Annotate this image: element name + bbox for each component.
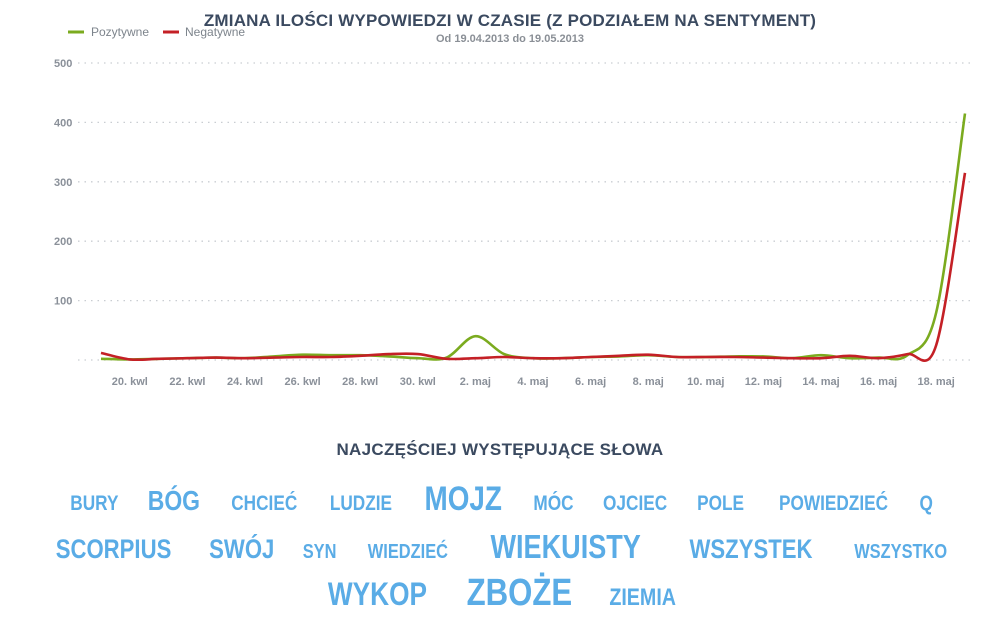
- x-tick-label: 30. kwl: [400, 376, 436, 388]
- legend[interactable]: Pozytywne Negatywne: [68, 25, 245, 39]
- x-tick-label: 18. maj: [918, 376, 955, 388]
- chart-subtitle: Od 19.04.2013 do 19.05.2013: [436, 33, 584, 45]
- x-tick-label: 4. maj: [517, 376, 548, 388]
- legend-label-pozytywne: Pozytywne: [91, 25, 149, 39]
- x-tick-label: 8. maj: [633, 376, 664, 388]
- word-item: POLE: [697, 492, 745, 515]
- y-tick-label: 300: [54, 177, 72, 189]
- chart-title: ZMIANA ILOŚCI WYPOWIEDZI W CZASIE (Z POD…: [204, 11, 816, 30]
- legend-label-negatywne: Negatywne: [185, 25, 245, 39]
- y-tick-label: 200: [54, 236, 72, 248]
- y-tick-label: 400: [54, 117, 72, 129]
- x-tick-label: 20. kwl: [112, 376, 148, 388]
- word-cloud: NAJCZĘŚCIEJ WYSTĘPUJĄCE SŁOWA BURY BÓG CHC…: [0, 430, 1000, 624]
- word-item: WIEKUISTY: [490, 528, 642, 565]
- word-cloud-title: NAJCZĘŚCIEJ WYSTĘPUJĄCE SŁOWA: [336, 440, 664, 459]
- word-item: ZIEMIA: [609, 584, 677, 611]
- y-tick-label: 100: [54, 296, 72, 308]
- x-tick-label: 2. maj: [460, 376, 491, 388]
- word-item: BÓG: [147, 485, 201, 516]
- x-tick-label: 14. maj: [802, 376, 839, 388]
- word-item: MÓC: [533, 492, 574, 515]
- x-tick-label: 12. maj: [745, 376, 782, 388]
- x-axis: 20. kwl 22. kwl 24. kwl 26. kwl 28. kwl 30. k…: [112, 376, 955, 388]
- x-tick-label: 22. kwl: [169, 376, 205, 388]
- grid-lines: [78, 62, 975, 302]
- x-tick-label: 26. kwl: [285, 376, 321, 388]
- word-item: WSZYSTEK: [689, 534, 813, 564]
- word-item: POWIEDZIEĆ: [779, 492, 889, 515]
- x-tick-label: 16. maj: [860, 376, 897, 388]
- legend-item-pozytywne[interactable]: Pozytywne: [68, 25, 149, 39]
- word-item: BURY: [70, 492, 119, 515]
- x-tick-label: 10. maj: [687, 376, 724, 388]
- x-tick-label: 6. maj: [575, 376, 606, 388]
- word-row: WYKOP ZBOŻE ZIEMIA: [0, 572, 1000, 615]
- word-item: ZBOŻE: [466, 572, 573, 614]
- word-row: BURY BÓG CHCIEĆ LUDZIE MOJZ MÓC OJCIEC POLE POWI…: [0, 480, 1000, 519]
- word-item: CHCIEĆ: [231, 492, 298, 515]
- word-item: WIEDZIEĆ: [367, 541, 448, 563]
- word-row: SCORPIUS SWÓJ SYN WIEDZIEĆ WIEKUISTY WSZYSTEK…: [0, 528, 1000, 566]
- line-chart: ZMIANA ILOŚCI WYPOWIEDZI W CZASIE (Z POD…: [54, 11, 975, 388]
- word-item: Q: [919, 492, 934, 515]
- word-item: MOJZ: [424, 480, 503, 518]
- word-item: SCORPIUS: [55, 534, 172, 564]
- word-item: LUDZIE: [329, 492, 392, 515]
- word-item: SWÓJ: [209, 534, 275, 564]
- word-item: WSZYSTKO: [853, 541, 947, 563]
- word-item: SYN: [303, 541, 337, 563]
- x-tick-label: 28. kwl: [342, 376, 378, 388]
- word-item: OJCIEC: [602, 492, 667, 515]
- y-axis: 100 200 300 400 500: [54, 58, 72, 308]
- series-line-negatywne: [100, 172, 967, 362]
- legend-item-negatywne[interactable]: Negatywne: [163, 25, 245, 39]
- word-item: WYKOP: [327, 576, 427, 612]
- y-tick-label: 500: [54, 58, 72, 70]
- series: [100, 113, 967, 362]
- series-line-pozytywne: [100, 113, 967, 361]
- x-tick-label: 24. kwl: [227, 376, 263, 388]
